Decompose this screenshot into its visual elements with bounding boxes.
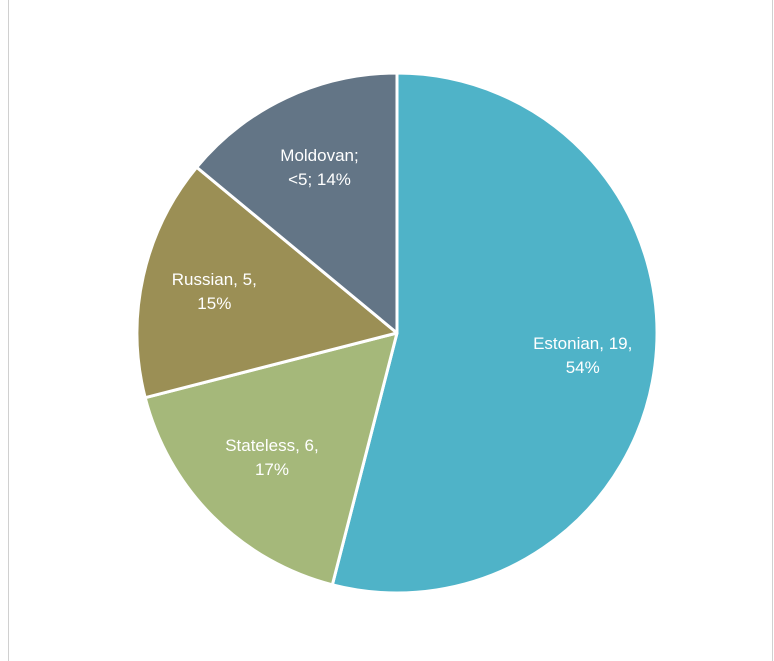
frame (8, 0, 773, 661)
pie-slice (330, 71, 659, 595)
pie-slice (143, 331, 399, 587)
data-label: Russian, 5, 15% (171, 270, 257, 314)
data-label: Moldovan; <5; 14% (280, 146, 359, 190)
data-label: Estonian, 19, 54% (533, 334, 633, 378)
data-label: Stateless, 6, 17% (225, 436, 319, 480)
pie-slice (135, 165, 399, 400)
pie-slice (195, 71, 399, 335)
